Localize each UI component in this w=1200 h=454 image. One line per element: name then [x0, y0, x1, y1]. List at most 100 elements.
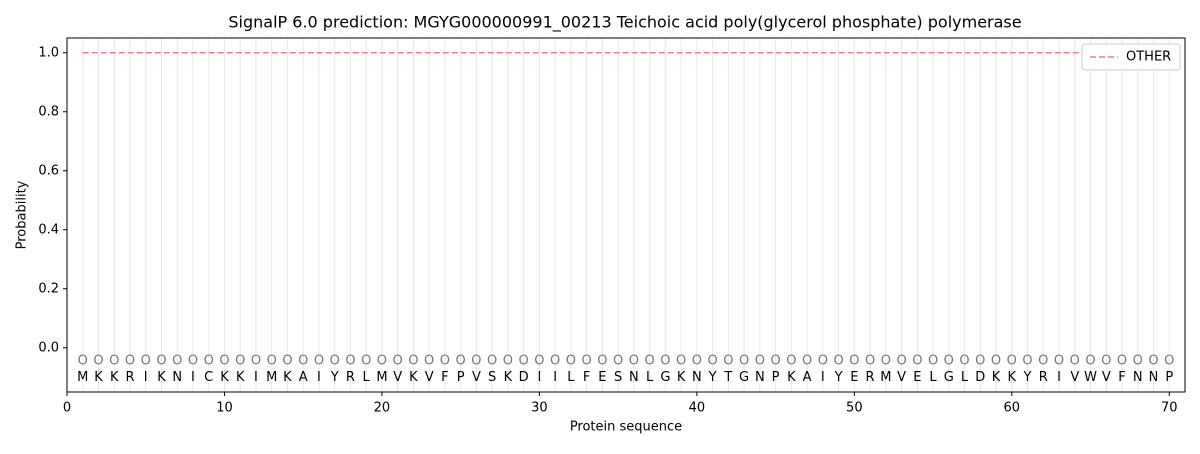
predicted-label: O: [566, 354, 576, 369]
residue-label: P: [772, 370, 780, 385]
residue-label: K: [283, 370, 292, 385]
predicted-label: O: [503, 354, 513, 369]
residue-label: Y: [1023, 370, 1032, 385]
predicted-label: O: [692, 354, 702, 369]
predicted-label: O: [1101, 354, 1111, 369]
predicted-label: O: [739, 354, 749, 369]
x-tick-label: 0: [63, 401, 71, 416]
residue-label: K: [220, 370, 229, 385]
predicted-label: O: [786, 354, 796, 369]
x-tick-label: 60: [1004, 401, 1021, 416]
residue-label: D: [519, 370, 529, 385]
x-tick-label: 30: [531, 401, 548, 416]
residue-label: V: [472, 370, 481, 385]
residue-label: L: [961, 370, 969, 385]
residue-label: T: [723, 370, 732, 385]
residue-label: L: [567, 370, 575, 385]
residue-label: N: [1133, 370, 1143, 385]
residue-label: P: [1165, 370, 1173, 385]
residue-label: C: [204, 370, 213, 385]
residue-label: Y: [834, 370, 843, 385]
predicted-label: O: [298, 354, 308, 369]
predicted-label: O: [676, 354, 686, 369]
predicted-label: O: [975, 354, 985, 369]
residue-label: R: [1039, 370, 1048, 385]
residue-label: I: [144, 370, 148, 385]
residue-label: N: [755, 370, 765, 385]
residue-label: I: [537, 370, 541, 385]
residue-label: E: [598, 370, 606, 385]
x-axis-label: Protein sequence: [570, 420, 682, 435]
predicted-label: O: [1007, 354, 1017, 369]
predicted-label: O: [550, 354, 560, 369]
plot-frame: [66, 37, 1186, 393]
residue-label: L: [363, 370, 371, 385]
residue-label: F: [1118, 370, 1125, 385]
residue-label: L: [929, 370, 937, 385]
residue-label: F: [441, 370, 448, 385]
residue-label: A: [803, 370, 812, 385]
predicted-label: O: [1038, 354, 1048, 369]
predicted-label: O: [408, 354, 418, 369]
predicted-label: O: [204, 354, 214, 369]
residue-label: V: [425, 370, 434, 385]
residue-label: G: [944, 370, 954, 385]
residue-label: I: [821, 370, 825, 385]
residue-label: A: [299, 370, 308, 385]
x-tick-label: 40: [689, 401, 706, 416]
residue-label: M: [880, 370, 891, 385]
residue-label: G: [660, 370, 670, 385]
residue-label: D: [975, 370, 985, 385]
predicted-label: O: [660, 354, 670, 369]
x-tick-label: 10: [216, 401, 233, 416]
predicted-label: O: [235, 354, 245, 369]
residue-label: I: [317, 370, 321, 385]
predicted-label: O: [1148, 354, 1158, 369]
predicted-label: O: [1070, 354, 1080, 369]
residue-label: K: [787, 370, 796, 385]
residue-label: Y: [330, 370, 339, 385]
predicted-label: O: [93, 354, 103, 369]
residue-label: Y: [708, 370, 717, 385]
residue-label: S: [488, 370, 496, 385]
predicted-label: O: [723, 354, 733, 369]
predicted-label: O: [534, 354, 544, 369]
residue-label: N: [629, 370, 639, 385]
predicted-label: O: [314, 354, 324, 369]
residue-label: K: [1008, 370, 1017, 385]
x-tick-label: 50: [846, 401, 863, 416]
predicted-label: O: [219, 354, 229, 369]
predicted-label: O: [1117, 354, 1127, 369]
predicted-label: O: [251, 354, 261, 369]
predicted-label: O: [865, 354, 875, 369]
predicted-label: O: [755, 354, 765, 369]
predicted-label: O: [1133, 354, 1143, 369]
predicted-label: O: [991, 354, 1001, 369]
residue-label: R: [346, 370, 355, 385]
residue-label: V: [1102, 370, 1111, 385]
residue-label: P: [457, 370, 465, 385]
y-axis-label: Probability: [15, 180, 30, 249]
predicted-label: O: [267, 354, 277, 369]
residue-label: I: [553, 370, 557, 385]
residue-label: S: [614, 370, 622, 385]
residue-label: K: [504, 370, 513, 385]
residue-label: V: [393, 370, 402, 385]
residue-label: K: [157, 370, 166, 385]
predicted-label: O: [78, 354, 88, 369]
residue-label: N: [1149, 370, 1159, 385]
residue-label: V: [897, 370, 906, 385]
predicted-label: O: [125, 354, 135, 369]
residue-label: M: [77, 370, 88, 385]
residue-label: E: [913, 370, 921, 385]
residue-label: I: [191, 370, 195, 385]
residue-label: L: [646, 370, 654, 385]
predicted-label: O: [188, 354, 198, 369]
x-tick-label: 70: [1161, 401, 1178, 416]
predicted-label: O: [377, 354, 387, 369]
predicted-label: O: [582, 354, 592, 369]
predicted-label: O: [172, 354, 182, 369]
chart-title: SignalP 6.0 prediction: MGYG000000991_00…: [228, 13, 1021, 33]
residue-label: K: [992, 370, 1001, 385]
predicted-label: O: [1022, 354, 1032, 369]
